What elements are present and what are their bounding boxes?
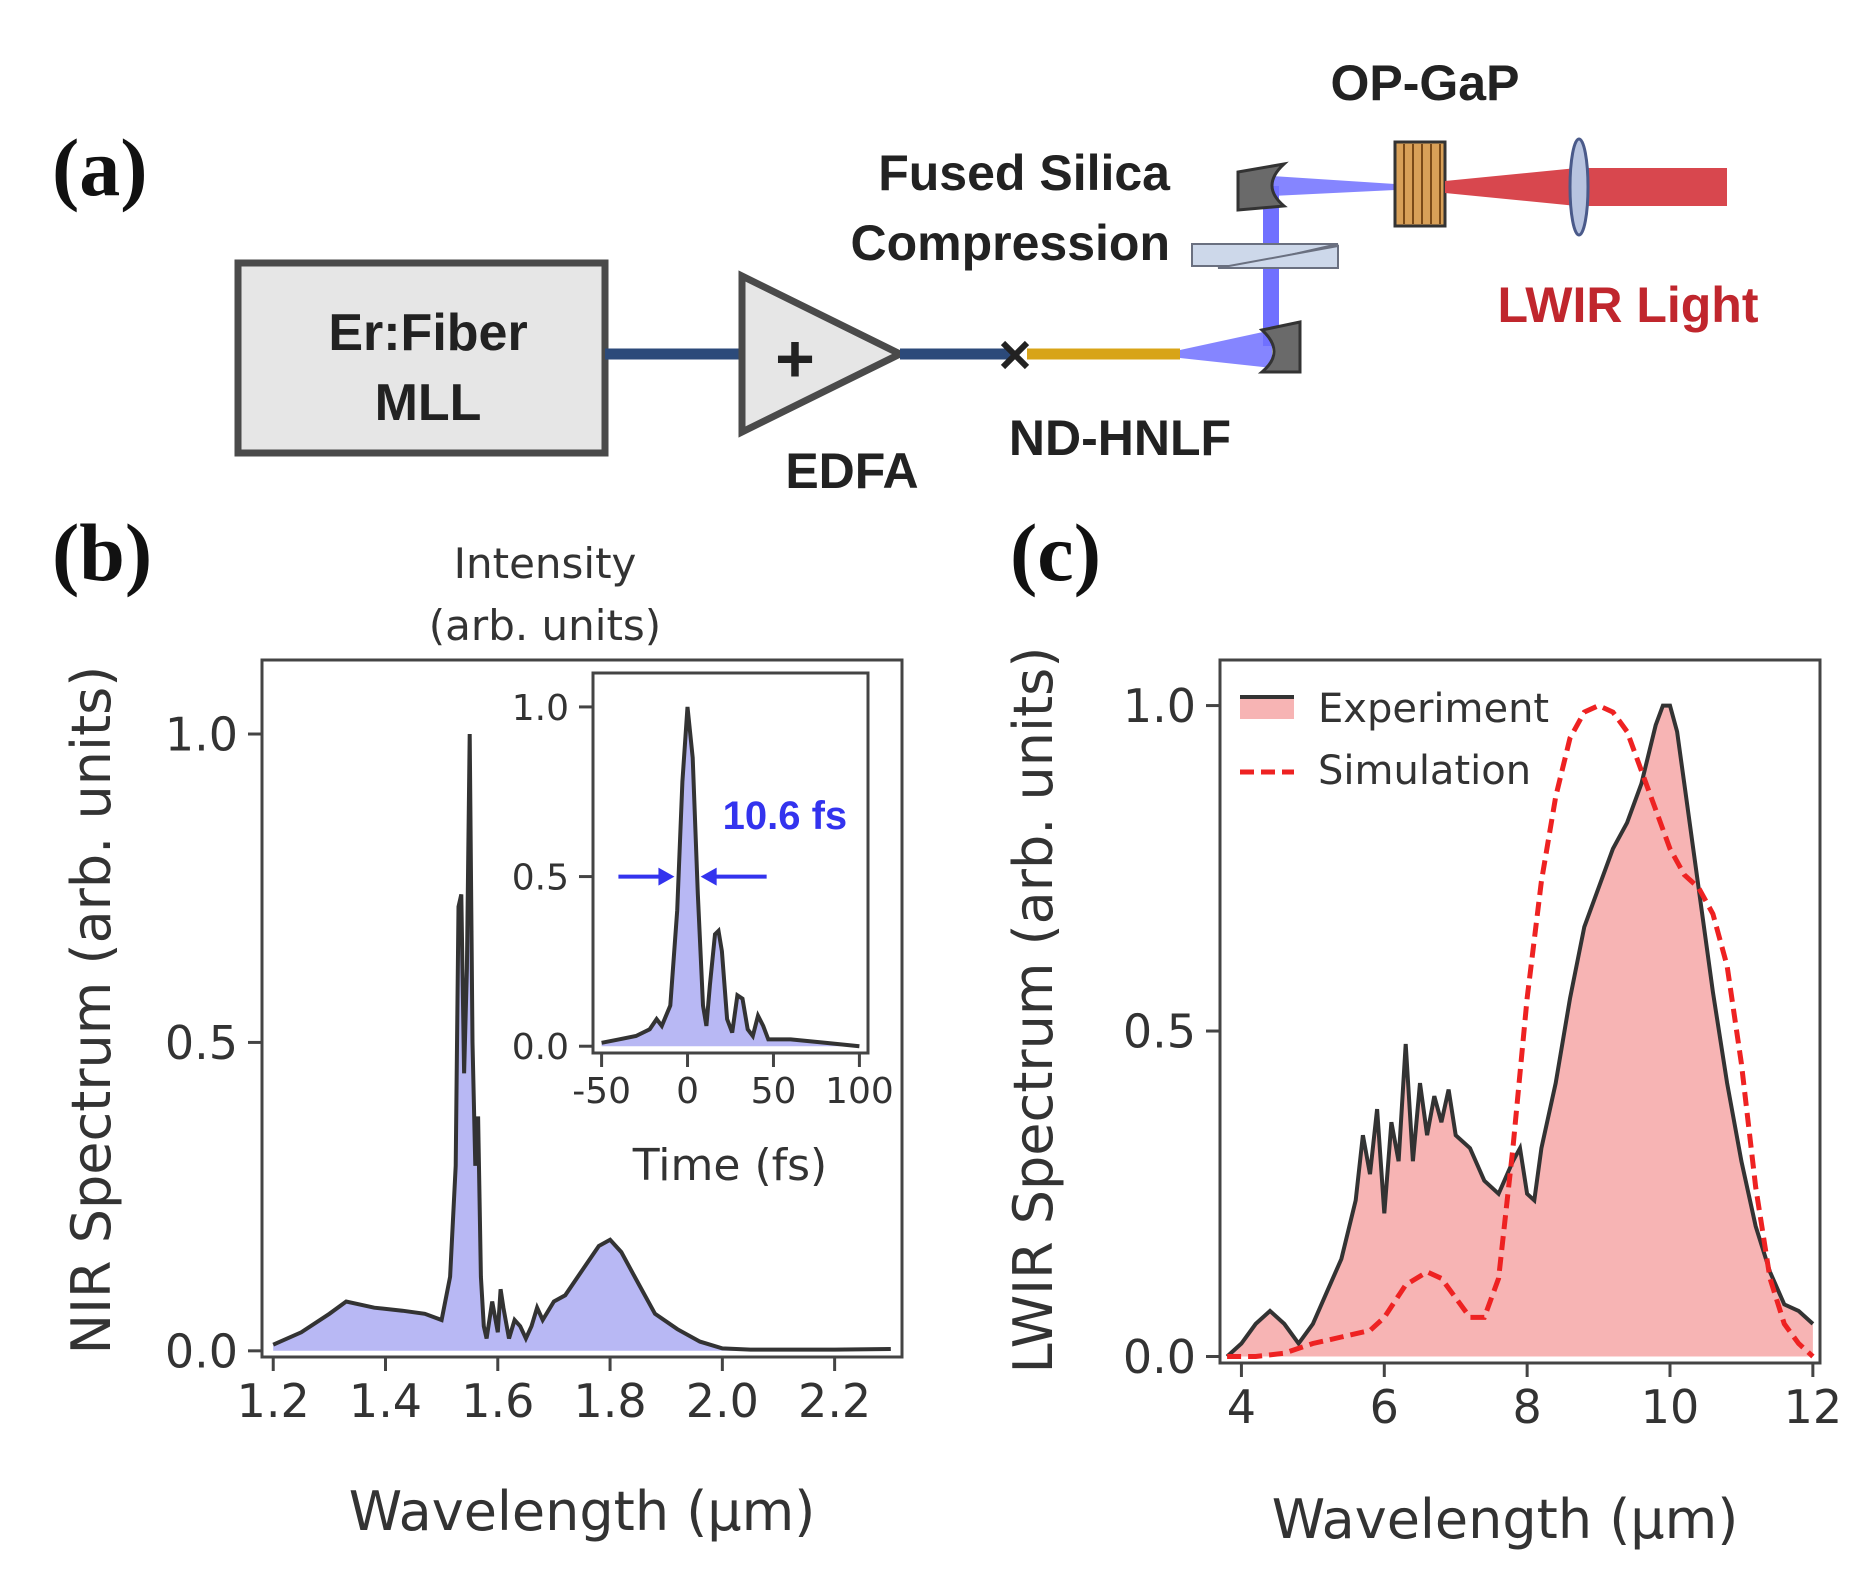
inset-x-tick-label: -50 (572, 1071, 631, 1112)
panel-c-lwir-spectrum: (c) 4 6 8 10 12 0.0 0.5 1.0 Wavelength (μm) LW… (1002, 507, 1842, 1551)
chart-c-frame (1218, 658, 1822, 1365)
chart-b-frame (260, 658, 904, 1359)
fwhm-annotation: 10.6 fs (723, 794, 848, 838)
chart-c-y-axis-label: LWIR Spectrum (arb. units) (1002, 647, 1065, 1374)
nir-beam-to-crystal (1272, 176, 1395, 196)
lwir-light-label: LWIR Light (1497, 277, 1758, 333)
fwhm-arrowhead-right (700, 867, 717, 886)
compression-label-line1: Fused Silica (878, 145, 1171, 201)
inset-pulse-line (601, 706, 860, 1049)
chart-b-x-tick-label: 1.4 (349, 1374, 422, 1428)
legend-entry-simulation: Simulation (1240, 748, 1531, 794)
chart-b-x-tick-label: 1.6 (461, 1374, 534, 1428)
chart-c-y-tick-label: 0.0 (1123, 1330, 1196, 1384)
inset-background (593, 673, 868, 1053)
chart-c-legend: Experiment Simulation (1240, 686, 1549, 794)
inset-x-tick-label: 50 (751, 1071, 797, 1112)
panel-a-label: (a) (52, 122, 148, 213)
panel-b-label: (b) (52, 507, 152, 598)
chart-b-x-axis-label: Wavelength (μm) (349, 1480, 816, 1543)
edfa-plus-symbol: + (775, 321, 815, 397)
nir-spectrum-line (272, 733, 891, 1352)
inset-title-line1: Intensity (454, 539, 637, 588)
chart-b-main: 1.2 1.4 1.6 1.8 2.0 2.2 0.0 0.5 1.0 Wavelength … (60, 658, 904, 1543)
op-gap-crystal-icon (1393, 140, 1447, 228)
laser-label-line2: MLL (375, 374, 482, 432)
inset-x-ticks: -50 0 50 100 (572, 1053, 894, 1112)
panel-b-nir-spectrum: (b) Intensity (arb. units) 1.2 1.4 1.6 1.8 2… (52, 507, 904, 1543)
inset-x-axis-label: Time (fs) (632, 1140, 827, 1191)
chart-c-x-axis-label: Wavelength (μm) (1272, 1488, 1739, 1551)
chart-c-y-tick-label: 0.5 (1123, 1005, 1196, 1059)
splice-cross-icon (1000, 340, 1030, 370)
panel-c-label: (c) (1010, 507, 1101, 598)
edfa-label: EDFA (785, 443, 918, 499)
edfa-amplifier-icon (738, 270, 908, 438)
inset-y-tick-label: 1.0 (512, 688, 569, 729)
chart-b-x-tick-label: 1.8 (573, 1374, 646, 1428)
chart-c-x-tick-label: 12 (1784, 1380, 1843, 1434)
legend-swatch-experiment (1240, 697, 1294, 719)
fused-silica-wedges-icon (1191, 243, 1339, 269)
chart-c-y-tick-label: 1.0 (1123, 679, 1196, 733)
compression-label-line2: Compression (850, 215, 1170, 271)
chart-c-x-tick-label: 8 (1513, 1380, 1542, 1434)
lwir-beam-diverging (1445, 168, 1577, 206)
legend-entry-experiment: Experiment (1240, 686, 1549, 732)
chart-c-x-ticks: 4 6 8 10 12 (1227, 1363, 1842, 1434)
chart-c-x-tick-label: 6 (1370, 1380, 1399, 1434)
inset-y-tick-label: 0.5 (512, 858, 569, 899)
laser-label-line1: Er:Fiber (328, 304, 527, 362)
panel-a-setup: (a) Er:Fiber MLL + EDFA ND-HNLF (52, 55, 1759, 499)
fwhm-arrows (618, 867, 767, 886)
inset-x-tick-label: 100 (825, 1071, 894, 1112)
chart-b-x-ticks: 1.2 1.4 1.6 1.8 2.0 2.2 (237, 1357, 871, 1428)
chart-c-y-ticks: 0.0 0.5 1.0 (1123, 679, 1220, 1384)
chart-b-inset: -50 0 50 100 0.0 0.5 1.0 10.6 fs Time (fs) (512, 671, 894, 1191)
upper-mirror-icon (1236, 161, 1289, 212)
chart-b-y-tick-label: 1.0 (165, 708, 238, 762)
experiment-line (1225, 703, 1815, 1358)
fwhm-arrowhead-left (658, 867, 675, 886)
chart-c-x-tick-label: 4 (1227, 1380, 1256, 1434)
inset-title-line2: (arb. units) (429, 601, 661, 650)
laser-box (234, 259, 609, 457)
collimating-lens-icon (1568, 137, 1590, 237)
experiment-area (1227, 705, 1813, 1357)
inset-y-ticks: 0.0 0.5 1.0 (512, 688, 593, 1068)
chart-b-y-tick-label: 0.5 (165, 1016, 238, 1070)
legend-label-experiment: Experiment (1318, 686, 1549, 732)
crystal-label: OP-GaP (1331, 55, 1520, 111)
chart-b-y-tick-label: 0.0 (165, 1324, 238, 1378)
chart-b-y-ticks: 0.0 0.5 1.0 (165, 708, 262, 1378)
chart-b-x-tick-label: 2.2 (798, 1374, 871, 1428)
inset-x-tick-label: 0 (676, 1071, 699, 1112)
chart-b-x-tick-label: 1.2 (237, 1374, 310, 1428)
chart-b-x-tick-label: 2.0 (686, 1374, 759, 1428)
chart-c-main: 4 6 8 10 12 0.0 0.5 1.0 Wavelength (μm) LWIR S… (1002, 647, 1842, 1551)
chart-c-x-tick-label: 10 (1641, 1380, 1700, 1434)
legend-label-simulation: Simulation (1318, 748, 1531, 794)
inset-y-tick-label: 0.0 (512, 1027, 569, 1068)
chart-b-y-axis-label: NIR Spectrum (arb. units) (60, 666, 123, 1355)
inset-frame (591, 671, 870, 1055)
hnlf-label: ND-HNLF (1009, 410, 1231, 466)
simulation-line (1227, 702, 1815, 1359)
nir-beam-output (1180, 330, 1272, 368)
lower-mirror-icon (1257, 320, 1302, 374)
lwir-beam-collimated (1577, 168, 1727, 206)
